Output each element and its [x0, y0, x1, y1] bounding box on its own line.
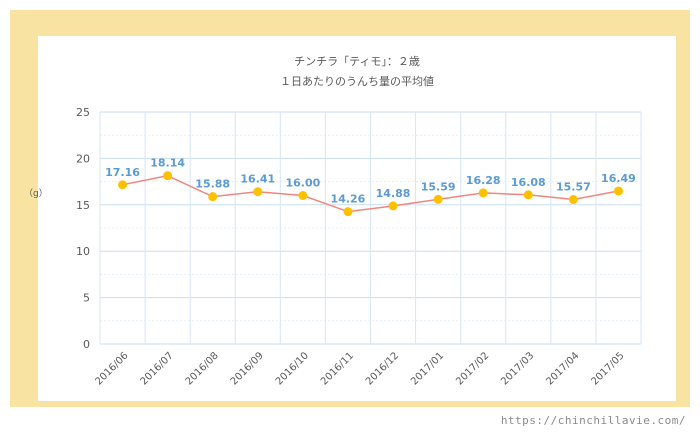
chart-frame: チンチラ「ティモ」：２歳 １日あたりのうんち量の平均値 0 5 10 15 20 25 20… — [10, 10, 690, 407]
y-tick-label: 0 — [83, 338, 90, 351]
data-label: 16.41 — [240, 173, 275, 186]
data-point[interactable] — [433, 194, 443, 204]
data-point[interactable] — [298, 191, 308, 201]
data-label: 15.59 — [421, 180, 456, 193]
x-tick-label: 2016/06 — [94, 350, 131, 387]
x-tick-label: 2017/02 — [454, 350, 491, 387]
watermark: https://chinchillavie.com/ — [500, 414, 686, 427]
x-tick-label: 2016/07 — [139, 350, 176, 387]
series-line — [122, 174, 619, 213]
x-tick-label: 2017/03 — [499, 350, 536, 387]
data-point[interactable] — [208, 192, 218, 202]
y-tick-label: 10 — [76, 245, 90, 258]
y-tick-label: 15 — [76, 199, 90, 212]
data-label: 17.16 — [105, 166, 140, 179]
data-label: 18.14 — [150, 157, 185, 170]
chart-subtitle: １日あたりのうんち量の平均値 — [280, 75, 434, 88]
y-tick-label: 20 — [76, 152, 90, 165]
data-label: 16.49 — [601, 172, 636, 185]
data-label: 16.00 — [285, 177, 320, 190]
data-label: 15.57 — [556, 181, 591, 194]
data-point[interactable] — [163, 171, 173, 181]
x-tick-label: 2016/11 — [319, 350, 356, 387]
data-point[interactable] — [343, 207, 353, 217]
data-label: 16.08 — [511, 176, 546, 189]
data-label: 14.26 — [331, 193, 366, 206]
data-label: 15.88 — [195, 178, 230, 191]
chart-card: チンチラ「ティモ」：２歳 １日あたりのうんち量の平均値 0 5 10 15 20 25 20… — [38, 36, 676, 401]
x-tick-label: 2016/09 — [229, 350, 266, 387]
data-point[interactable] — [523, 190, 533, 200]
data-label: 14.88 — [376, 187, 411, 200]
data-point[interactable] — [613, 186, 623, 196]
chart-title: チンチラ「ティモ」：２歳 — [294, 55, 420, 68]
data-point[interactable] — [253, 187, 263, 197]
x-tick-label: 2017/05 — [589, 350, 626, 387]
y-tick-label: 5 — [83, 292, 90, 305]
x-tick-label: 2017/01 — [409, 350, 446, 387]
x-tick-label: 2016/08 — [184, 350, 221, 387]
data-point[interactable] — [568, 195, 578, 205]
x-tick-label: 2017/04 — [544, 350, 581, 387]
y-tick-label: 25 — [76, 106, 90, 119]
data-point[interactable] — [478, 188, 488, 198]
data-label: 16.28 — [466, 174, 501, 187]
x-tick-label: 2016/10 — [274, 350, 311, 387]
y-axis-label: （g） — [24, 189, 48, 199]
x-tick-label: 2016/12 — [364, 350, 401, 387]
data-point[interactable] — [388, 201, 398, 211]
data-point[interactable] — [118, 180, 128, 190]
